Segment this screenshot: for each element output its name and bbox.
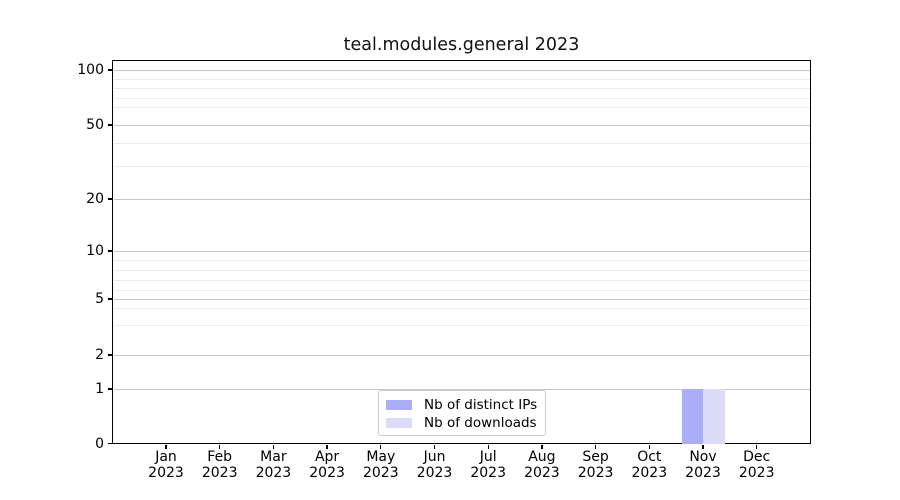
gridline-major bbox=[113, 199, 810, 200]
y-tick-label: 2 bbox=[95, 347, 104, 363]
x-tick-label-nov: Nov 2023 bbox=[685, 449, 721, 481]
chart-title: teal.modules.general 2023 bbox=[343, 35, 580, 55]
gridline-major bbox=[113, 251, 810, 252]
legend-label-distinct-ips: Nb of distinct IPs bbox=[424, 397, 538, 413]
y-tick-mark bbox=[108, 69, 113, 71]
gridline-minor bbox=[113, 280, 810, 281]
x-tick-label-sep: Sep 2023 bbox=[577, 449, 614, 481]
y-tick-mark bbox=[108, 250, 113, 252]
gridline-minor bbox=[113, 88, 810, 89]
legend-label-downloads: Nb of downloads bbox=[424, 415, 537, 431]
gridline-major bbox=[113, 70, 810, 71]
x-tick-label-jun: Jun 2023 bbox=[416, 449, 453, 481]
y-tick-label: 5 bbox=[95, 291, 104, 307]
x-tick-mark bbox=[326, 444, 328, 449]
y-tick-mark bbox=[108, 388, 113, 390]
x-tick-label-apr: Apr 2023 bbox=[309, 449, 345, 481]
x-tick-label-mar: Mar 2023 bbox=[255, 449, 292, 481]
x-tick-label-jul: Jul 2023 bbox=[470, 449, 506, 481]
x-tick-mark bbox=[487, 444, 489, 449]
x-tick-label-jan: Jan 2023 bbox=[148, 449, 184, 481]
y-tick-label: 1 bbox=[95, 381, 104, 397]
gridline-major bbox=[113, 125, 810, 126]
gridline-minor bbox=[113, 260, 810, 261]
gridline-minor bbox=[113, 143, 810, 144]
x-tick-mark bbox=[433, 444, 436, 449]
gridline-minor bbox=[113, 107, 810, 108]
gridline-minor bbox=[113, 325, 810, 326]
plot-area bbox=[113, 61, 810, 444]
y-tick-label: 20 bbox=[86, 191, 104, 207]
x-tick-label-feb: Feb 2023 bbox=[201, 449, 238, 481]
x-tick-mark bbox=[380, 444, 382, 449]
gridline-minor bbox=[113, 290, 810, 291]
y-tick-mark bbox=[108, 442, 113, 445]
gridline-minor bbox=[113, 97, 810, 99]
y-tick-mark bbox=[108, 298, 113, 300]
gridline-minor bbox=[113, 270, 810, 271]
gridline-minor bbox=[113, 308, 810, 309]
legend-entry-downloads: Nb of downloads bbox=[379, 414, 545, 432]
legend-swatch-downloads bbox=[386, 417, 412, 429]
y-tick-label: 50 bbox=[86, 117, 104, 133]
y-tick-label: 10 bbox=[86, 243, 104, 259]
x-tick-mark bbox=[219, 444, 221, 449]
x-tick-mark bbox=[648, 444, 650, 449]
x-tick-mark bbox=[756, 444, 758, 449]
y-tick-mark bbox=[108, 354, 113, 356]
x-tick-label-may: May 2023 bbox=[362, 449, 399, 481]
legend: Nb of distinct IPs Nb of downloads bbox=[378, 390, 546, 436]
legend-swatch-distinct-ips bbox=[386, 399, 412, 411]
plot-frame bbox=[112, 59, 811, 445]
x-tick-mark bbox=[272, 444, 275, 449]
x-tick-label-dec: Dec 2023 bbox=[738, 449, 775, 481]
x-tick-mark bbox=[541, 444, 543, 449]
gridline-major bbox=[113, 389, 810, 390]
y-tick-label: 100 bbox=[77, 62, 104, 78]
x-tick-label-aug: Aug 2023 bbox=[524, 449, 560, 481]
bar-distinct-ips-nov bbox=[681, 389, 703, 444]
x-tick-mark bbox=[702, 444, 704, 449]
y-tick-label: 0 bbox=[95, 435, 104, 452]
gridline-minor bbox=[113, 79, 810, 80]
bar-downloads-nov bbox=[703, 389, 725, 444]
y-tick-mark bbox=[108, 198, 113, 200]
gridline-major bbox=[113, 299, 810, 300]
gridline-major bbox=[113, 355, 810, 356]
gridline-minor bbox=[113, 166, 810, 167]
legend-entry-distinct-ips: Nb of distinct IPs bbox=[379, 396, 545, 414]
y-tick-mark bbox=[108, 124, 113, 126]
x-tick-label-oct: Oct 2023 bbox=[631, 449, 668, 481]
x-tick-mark bbox=[594, 444, 597, 449]
x-tick-mark bbox=[165, 444, 167, 449]
